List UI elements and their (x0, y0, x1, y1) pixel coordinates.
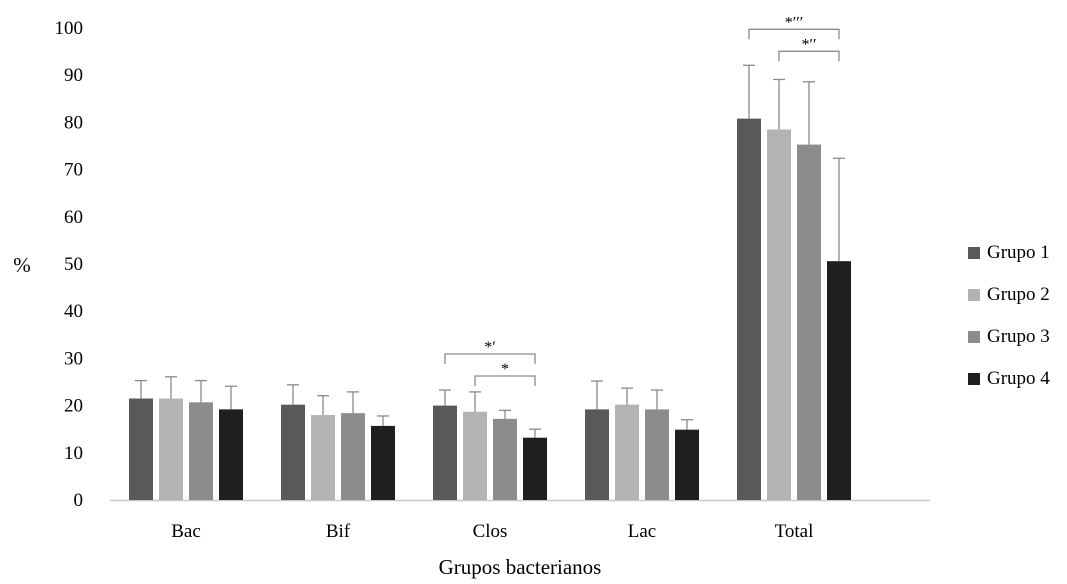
bar-clos-3 (493, 418, 517, 500)
bar-bif-2 (311, 415, 335, 500)
bar-bac-3 (189, 402, 213, 500)
legend-item-grupo-4: Grupo 4 (968, 358, 1063, 400)
y-tick-label: 90 (64, 65, 83, 86)
bar-clos-4 (523, 437, 547, 500)
significance-label: *′ (484, 339, 496, 356)
x-tick-label: Lac (628, 521, 656, 542)
y-tick-label: 40 (64, 301, 83, 322)
legend-item-grupo-2: Grupo 2 (968, 274, 1063, 316)
bar-clos-1 (433, 405, 457, 500)
legend-item-grupo-3: Grupo 3 (968, 316, 1063, 358)
x-tick-label: Bif (326, 521, 351, 542)
bar-total-2 (767, 129, 791, 501)
y-tick-label: 20 (64, 396, 83, 417)
legend-swatch (968, 373, 980, 385)
y-tick-label: 10 (64, 443, 83, 464)
legend-label: Grupo 2 (987, 284, 1050, 305)
legend-label: Grupo 4 (987, 368, 1050, 389)
bar-lac-4 (675, 429, 699, 500)
legend-item-grupo-1: Grupo 1 (968, 232, 1063, 274)
bar-bif-3 (341, 413, 365, 500)
significance-bracket (474, 375, 536, 387)
x-tick-label: Bac (171, 521, 201, 542)
legend: Grupo 1 Grupo 2 Grupo 3 Grupo 4 (968, 232, 1063, 400)
bar-bac-1 (129, 398, 153, 500)
bar-bif-1 (281, 404, 305, 500)
y-tick-label: 100 (55, 18, 84, 39)
bar-lac-2 (615, 404, 639, 500)
y-axis-title: % (13, 253, 31, 277)
y-tick-label: 50 (64, 254, 83, 275)
significance-label: *′′′ (785, 14, 804, 31)
y-tick-label: 30 (64, 348, 83, 369)
x-tick-label: Clos (473, 521, 508, 542)
significance-bracket (778, 50, 840, 62)
significance-bracket (748, 28, 840, 40)
bar-bac-4 (219, 409, 243, 500)
bar-total-3 (797, 144, 821, 501)
significance-label: *′′ (802, 36, 817, 53)
significance-bracket (444, 353, 536, 365)
bar-clos-2 (463, 411, 487, 500)
legend-label: Grupo 1 (987, 242, 1050, 263)
legend-swatch (968, 289, 980, 301)
x-tick-label: Total (775, 521, 814, 542)
y-tick-label: 80 (64, 112, 83, 133)
bar-total-4 (827, 261, 851, 500)
x-axis-title: Grupos bacterianos (439, 555, 602, 579)
y-tick-label: 60 (64, 207, 83, 228)
bar-bac-2 (159, 398, 183, 500)
legend-swatch (968, 247, 980, 259)
legend-swatch (968, 331, 980, 343)
bar-total-1 (737, 118, 761, 501)
bar-lac-3 (645, 409, 669, 500)
y-tick-label: 0 (74, 490, 84, 511)
significance-label: * (501, 361, 509, 378)
y-tick-label: 70 (64, 160, 83, 181)
legend-label: Grupo 3 (987, 326, 1050, 347)
bar-bif-4 (371, 425, 395, 500)
bar-lac-1 (585, 409, 609, 500)
